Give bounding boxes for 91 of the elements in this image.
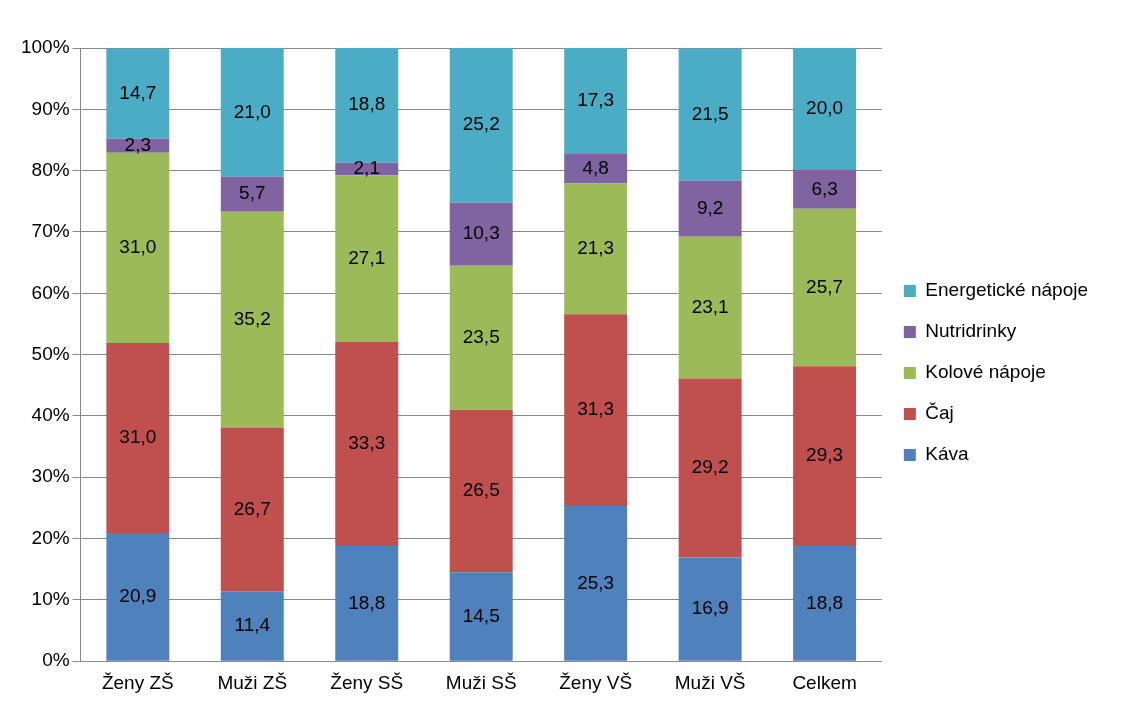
data-label: 25,3	[577, 571, 615, 593]
y-tick-label: 90%	[31, 97, 70, 119]
data-label: 14,7	[119, 81, 157, 103]
bar	[106, 342, 170, 534]
bar	[564, 48, 628, 155]
bar	[678, 557, 742, 661]
y-tick-label: 60%	[31, 281, 70, 303]
y-tick-label: 100%	[20, 36, 70, 58]
bar	[678, 180, 742, 237]
data-label: 2,1	[353, 157, 380, 179]
bar	[449, 572, 513, 661]
bar	[564, 314, 628, 507]
data-label: 26,7	[233, 497, 271, 519]
bar	[793, 48, 857, 171]
bar	[220, 591, 284, 661]
bar	[449, 48, 513, 203]
legend-label: Čaj	[925, 402, 954, 424]
data-label: 14,5	[462, 604, 500, 626]
data-label: 20,9	[119, 585, 157, 607]
data-label: 10,3	[462, 222, 500, 244]
bar	[678, 378, 742, 558]
bar	[449, 202, 513, 266]
bar	[793, 170, 857, 209]
bar	[793, 208, 857, 367]
data-label: 17,3	[577, 89, 615, 111]
data-label: 29,3	[806, 444, 844, 466]
data-label: 21,0	[233, 100, 271, 122]
data-label: 18,8	[806, 591, 844, 613]
bar	[220, 48, 284, 177]
bar	[564, 183, 628, 315]
bar	[449, 265, 513, 410]
y-tick-label: 20%	[31, 526, 70, 548]
bar	[449, 409, 513, 573]
bar	[564, 154, 628, 184]
legend-label: Nutridrinky	[925, 320, 1017, 342]
data-label: 35,2	[233, 307, 271, 329]
data-label: 16,9	[691, 597, 729, 619]
bar	[220, 176, 284, 212]
bar	[335, 48, 399, 163]
data-label: 31,3	[577, 398, 615, 420]
bar	[106, 48, 170, 139]
bar	[335, 175, 399, 342]
data-label: 9,2	[696, 196, 724, 218]
y-tick-label: 40%	[31, 404, 70, 426]
data-label: 23,1	[691, 295, 729, 317]
legend-label: Energetické nápoje	[925, 279, 1088, 301]
y-tick-label: 10%	[31, 588, 70, 610]
data-label: 33,3	[348, 432, 386, 454]
data-label: 18,8	[348, 93, 386, 115]
x-tick-label: Ženy SŠ	[330, 671, 404, 693]
data-label: 21,3	[577, 237, 615, 259]
data-label: 5,7	[239, 182, 266, 204]
data-label: 27,1	[348, 246, 386, 268]
legend-label: Kolové nápoje	[925, 361, 1046, 383]
y-tick-label: 30%	[31, 465, 70, 487]
bar	[793, 366, 857, 546]
y-tick-label: 0%	[42, 649, 70, 671]
data-label: 2,3	[124, 134, 152, 156]
bar	[106, 152, 170, 343]
bar	[678, 48, 742, 181]
bar	[220, 427, 284, 592]
y-tick-label: 80%	[31, 158, 70, 180]
data-label: 25,7	[806, 275, 844, 297]
x-tick-label: Ženy ZŠ	[101, 671, 174, 693]
bar	[335, 341, 399, 546]
bar	[106, 533, 170, 661]
y-tick-label: 70%	[31, 220, 70, 242]
data-label: 29,2	[691, 456, 729, 478]
data-label: 31,0	[119, 426, 157, 448]
x-tick-label: Celkem	[792, 671, 857, 693]
x-tick-label: Muži SŠ	[445, 671, 517, 693]
data-label: 26,5	[462, 479, 500, 501]
data-label: 4,8	[582, 157, 609, 179]
bar	[335, 545, 399, 661]
data-label: 18,8	[348, 591, 386, 613]
bar	[793, 545, 857, 661]
legend-label: Káva	[925, 443, 970, 465]
x-tick-label: Muži VŠ	[674, 671, 746, 693]
data-label: 25,2	[462, 113, 500, 135]
bar	[678, 236, 742, 379]
bar	[564, 506, 628, 661]
data-label: 31,0	[119, 236, 157, 258]
data-label: 11,4	[234, 614, 271, 636]
data-label: 6,3	[811, 177, 838, 199]
bar	[220, 211, 284, 428]
data-label: 20,0	[806, 96, 844, 118]
x-tick-label: Muži ZŠ	[217, 671, 288, 693]
x-tick-label: Ženy VŠ	[559, 671, 633, 693]
data-label: 23,5	[462, 325, 500, 347]
data-label: 21,5	[691, 102, 729, 124]
y-tick-label: 50%	[31, 342, 70, 364]
